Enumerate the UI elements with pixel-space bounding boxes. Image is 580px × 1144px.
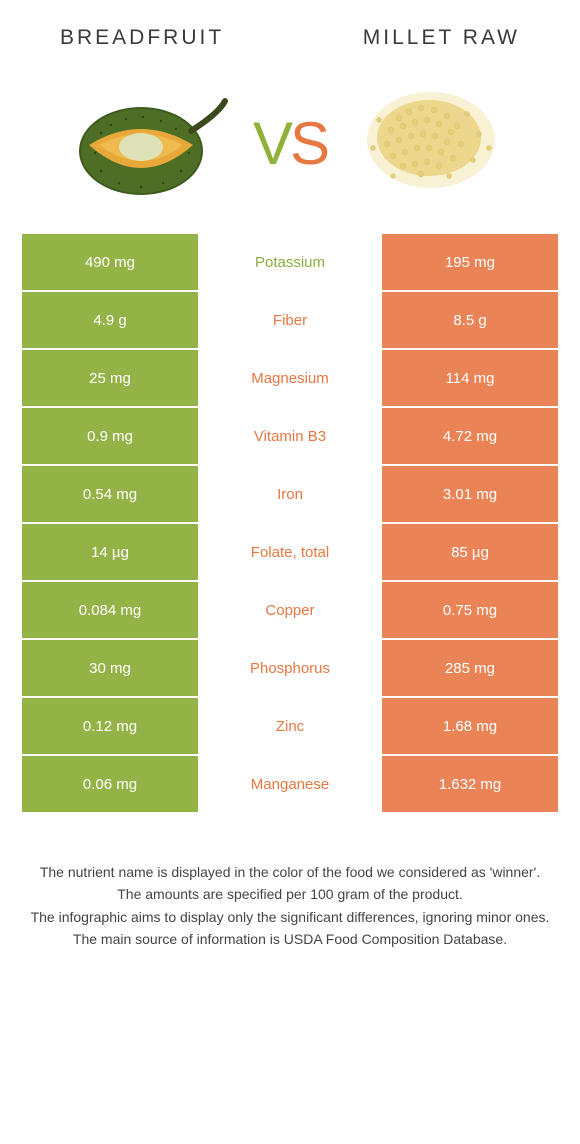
footer-line-1: The nutrient name is displayed in the co… — [30, 862, 550, 882]
left-value: 30 mg — [22, 640, 198, 696]
breadfruit-image — [71, 78, 231, 208]
left-value: 0.9 mg — [22, 408, 198, 464]
nutrient-name: Zinc — [198, 698, 382, 754]
nutrient-row: 0.06 mgManganese1.632 mg — [22, 756, 558, 812]
nutrient-row: 0.54 mgIron3.01 mg — [22, 466, 558, 522]
nutrient-row: 30 mgPhosphorus285 mg — [22, 640, 558, 696]
left-value: 0.06 mg — [22, 756, 198, 812]
left-value: 25 mg — [22, 350, 198, 406]
right-food-title: MILLET RAW — [363, 26, 520, 50]
left-value: 0.12 mg — [22, 698, 198, 754]
right-value: 1.68 mg — [382, 698, 558, 754]
right-value: 4.72 mg — [382, 408, 558, 464]
right-value: 8.5 g — [382, 292, 558, 348]
nutrient-name: Vitamin B3 — [198, 408, 382, 464]
right-value: 114 mg — [382, 350, 558, 406]
vs-s: S — [290, 110, 327, 177]
left-value: 0.084 mg — [22, 582, 198, 638]
nutrient-table: 490 mgPotassium195 mg4.9 gFiber8.5 g25 m… — [0, 234, 580, 812]
nutrient-row: 0.12 mgZinc1.68 mg — [22, 698, 558, 754]
footer-line-4: The main source of information is USDA F… — [30, 929, 550, 949]
left-food-title: BREADFRUIT — [60, 26, 224, 50]
vs-v: V — [253, 110, 290, 177]
right-value: 285 mg — [382, 640, 558, 696]
left-value: 4.9 g — [22, 292, 198, 348]
nutrient-name: Fiber — [198, 292, 382, 348]
header: BREADFRUIT MILLET RAW — [0, 0, 580, 68]
nutrient-row: 25 mgMagnesium114 mg — [22, 350, 558, 406]
right-value: 0.75 mg — [382, 582, 558, 638]
vs-label: VS — [253, 109, 327, 178]
footer-line-3: The infographic aims to display only the… — [30, 907, 550, 927]
millet-image — [349, 78, 509, 208]
nutrient-name: Iron — [198, 466, 382, 522]
right-value: 1.632 mg — [382, 756, 558, 812]
right-value: 195 mg — [382, 234, 558, 290]
footer-notes: The nutrient name is displayed in the co… — [0, 814, 580, 949]
nutrient-name: Copper — [198, 582, 382, 638]
nutrient-name: Magnesium — [198, 350, 382, 406]
nutrient-row: 490 mgPotassium195 mg — [22, 234, 558, 290]
footer-line-2: The amounts are specified per 100 gram o… — [30, 884, 550, 904]
right-value: 3.01 mg — [382, 466, 558, 522]
left-value: 14 µg — [22, 524, 198, 580]
nutrient-name: Potassium — [198, 234, 382, 290]
right-value: 85 µg — [382, 524, 558, 580]
nutrient-row: 0.084 mgCopper0.75 mg — [22, 582, 558, 638]
left-value: 0.54 mg — [22, 466, 198, 522]
hero-row: VS — [0, 68, 580, 234]
nutrient-row: 14 µgFolate, total85 µg — [22, 524, 558, 580]
nutrient-row: 4.9 gFiber8.5 g — [22, 292, 558, 348]
nutrient-name: Folate, total — [198, 524, 382, 580]
nutrient-name: Manganese — [198, 756, 382, 812]
left-value: 490 mg — [22, 234, 198, 290]
nutrient-row: 0.9 mgVitamin B34.72 mg — [22, 408, 558, 464]
nutrient-name: Phosphorus — [198, 640, 382, 696]
